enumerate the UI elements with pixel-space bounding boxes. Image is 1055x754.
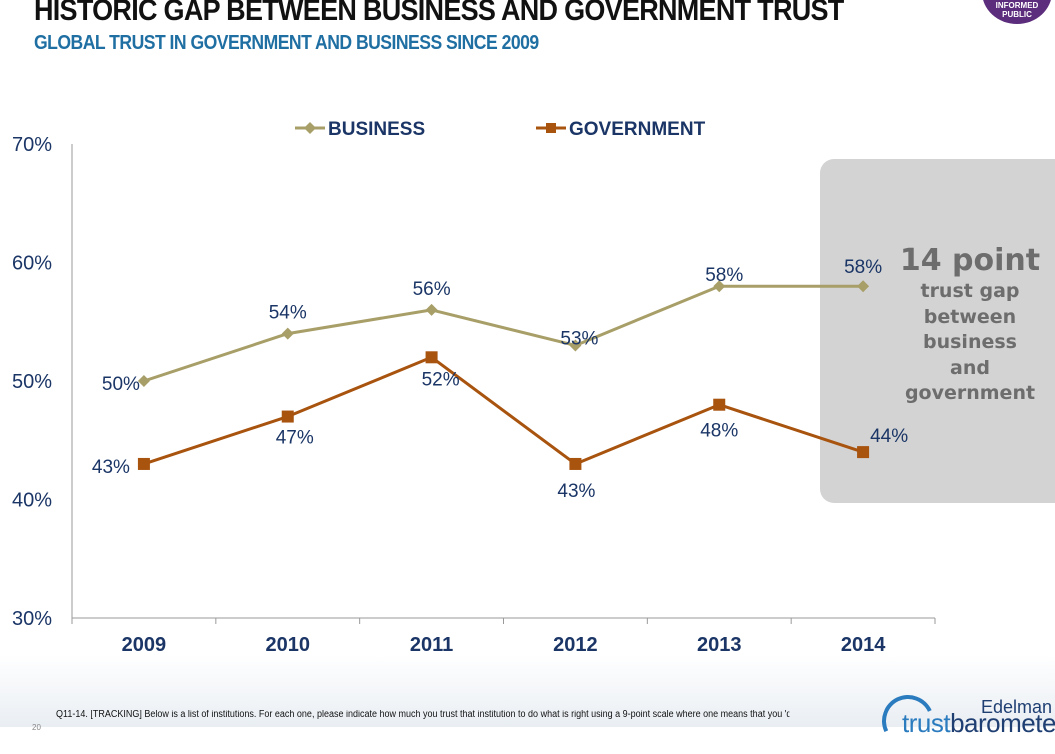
chart-axes: 30% 40% 50% 60% 70% 2009 2010 2011 2012 2013 2014 xyxy=(12,134,936,656)
data-label: 53% xyxy=(560,328,598,349)
data-point xyxy=(713,280,726,293)
data-label: 43% xyxy=(557,481,595,502)
slide-number: 20 xyxy=(32,723,41,732)
data-label: 52% xyxy=(422,369,460,390)
page-title: HISTORIC GAP BETWEEN BUSINESS AND GOVERN… xyxy=(34,0,844,27)
callout-line: business xyxy=(923,331,1017,353)
x-tick-label: 2011 xyxy=(410,634,453,656)
survey-footnote: Q11-14. [TRACKING] Below is a list of in… xyxy=(56,710,790,720)
trust-line-chart: 14 point trust gap between business and … xyxy=(12,119,1055,656)
data-label: 56% xyxy=(413,279,451,300)
legend-label: BUSINESS xyxy=(328,119,425,140)
data-point xyxy=(281,327,294,340)
y-tick-label: 60% xyxy=(12,253,52,275)
logo-brand: Edelman xyxy=(980,697,1052,717)
badge-label: INFORMED PUBLIC xyxy=(995,1,1039,19)
data-point xyxy=(425,351,438,364)
x-tick-label: 2014 xyxy=(841,634,886,656)
data-label: 50% xyxy=(102,374,140,395)
data-label: 58% xyxy=(844,257,882,278)
y-tick-label: 50% xyxy=(12,371,52,393)
x-tick-label: 2013 xyxy=(697,634,742,656)
y-tick-label: 70% xyxy=(12,134,52,156)
data-label: 47% xyxy=(276,428,314,449)
logo-product-barometer: barometer xyxy=(950,708,1055,738)
data-point xyxy=(281,410,294,423)
x-tick-label: 2010 xyxy=(266,634,311,656)
data-label: 48% xyxy=(700,421,738,442)
logo-product-trust: trust xyxy=(902,708,951,738)
data-label: 58% xyxy=(705,265,743,286)
series-line xyxy=(143,355,864,466)
callout-line: trust gap xyxy=(920,280,1019,302)
series-line xyxy=(143,284,864,383)
data-point xyxy=(569,457,582,470)
data-point xyxy=(857,280,870,293)
data-label: 43% xyxy=(92,457,130,478)
chart-legend: BUSINESS GOVERNMENT xyxy=(295,119,706,140)
legend-marker xyxy=(546,123,556,133)
data-point xyxy=(425,303,438,316)
series-business: 50% 54% 56% 53% 58% 58% xyxy=(102,257,882,395)
callout-line: and xyxy=(950,357,990,379)
x-tick-label: 2012 xyxy=(553,634,598,656)
y-tick-label: 30% xyxy=(12,608,52,630)
callout-box xyxy=(820,159,1055,503)
callout-headline: 14 point xyxy=(900,243,1040,278)
data-label: 54% xyxy=(269,303,307,324)
legend-label: GOVERNMENT xyxy=(569,119,706,140)
series-government: 43% 47% 52% 43% 48% 44% xyxy=(92,351,908,502)
chart-series: 50% 54% 56% 53% 58% 58% 43% 47% 52% 43% 48% 44% xyxy=(92,257,908,502)
logo-product: trustbarometer xyxy=(902,710,1055,736)
page-subtitle: GLOBAL TRUST IN GOVERNMENT AND BUSINESS … xyxy=(34,32,539,54)
data-point xyxy=(569,339,582,352)
y-tick-label: 40% xyxy=(12,490,52,512)
data-point xyxy=(857,446,870,459)
edelman-trust-barometer-logo: Edelman trustbarometer xyxy=(874,687,1055,754)
data-label: 44% xyxy=(870,426,908,447)
data-point xyxy=(137,375,150,387)
data-point xyxy=(137,457,150,470)
legend-marker xyxy=(304,122,316,134)
footer-background xyxy=(0,655,1055,727)
x-tick-label: 2009 xyxy=(122,634,167,656)
data-point xyxy=(713,398,726,411)
callout-line: between xyxy=(924,306,1016,328)
callout-line: government xyxy=(905,382,1035,404)
